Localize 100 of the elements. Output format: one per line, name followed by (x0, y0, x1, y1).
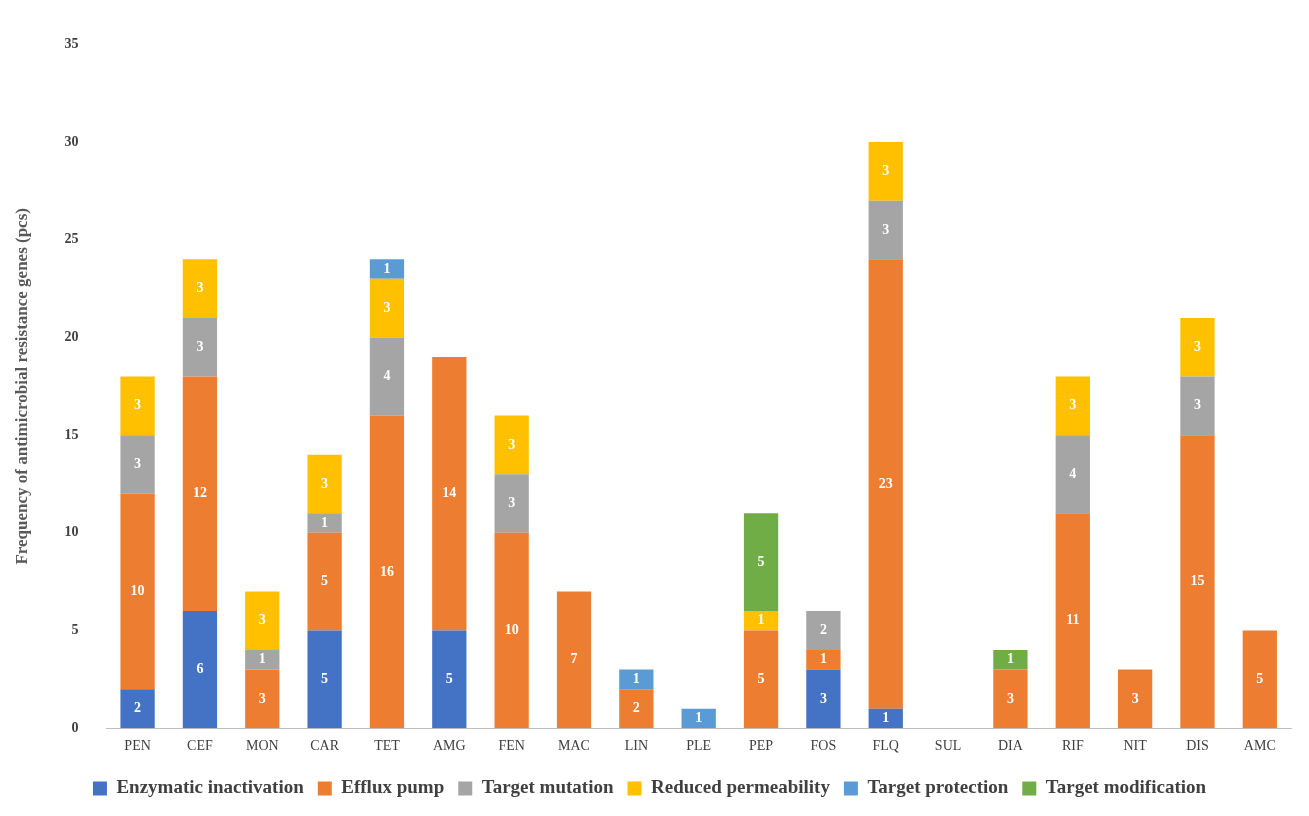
data-label: 12 (192, 485, 207, 501)
y-tick-label: 30 (64, 133, 79, 149)
x-tick-label: LIN (624, 738, 649, 754)
y-tick-label: 10 (64, 524, 79, 540)
bar (494, 415, 529, 475)
bar (494, 474, 529, 533)
x-tick-label: PEP (748, 738, 774, 754)
data-label: 1 (882, 710, 890, 726)
data-label: 3 (882, 163, 890, 178)
legend-label: Efflux pump (341, 776, 445, 798)
data-label: 10 (504, 622, 519, 638)
data-label: 2 (134, 700, 142, 716)
legend-label: Target modification (1045, 776, 1207, 798)
data-label: 3 (196, 280, 204, 296)
bar (182, 610, 218, 729)
data-label: 4 (383, 368, 391, 384)
data-label: 5 (757, 670, 765, 686)
bar (556, 591, 592, 729)
x-tick-label: MAC (558, 738, 590, 754)
bar (369, 278, 405, 338)
bar (1242, 630, 1277, 729)
bar (868, 200, 903, 260)
bar (120, 435, 155, 494)
bar (307, 630, 342, 729)
x-tick-label: RIF (1061, 738, 1084, 754)
y-tick-label: 5 (71, 622, 79, 638)
data-label: 3 (508, 495, 516, 511)
y-tick-label: 35 (64, 36, 79, 52)
data-label: 5 (757, 553, 765, 569)
data-label: 3 (134, 397, 142, 413)
data-label: 1 (695, 710, 703, 726)
data-label: 4 (1069, 465, 1077, 481)
data-label: 10 (130, 583, 145, 599)
bar (1055, 513, 1090, 729)
bar (681, 708, 716, 729)
data-label: 3 (882, 221, 890, 237)
data-label: 23 (878, 475, 893, 491)
bar (432, 630, 467, 729)
x-tick-label: FOS (810, 738, 837, 754)
x-tick-label: CAR (310, 738, 340, 754)
bar (1117, 669, 1153, 729)
bar (182, 259, 218, 318)
x-tick-label: MON (245, 738, 279, 754)
bar (120, 376, 155, 436)
bar (307, 532, 342, 631)
legend-label: Target mutation (481, 776, 614, 798)
data-label: 3 (1069, 397, 1077, 413)
bar (494, 532, 529, 729)
bar (743, 610, 779, 631)
x-tick-label: PEN (124, 738, 151, 754)
data-label: 11 (1066, 612, 1080, 628)
data-label: 16 (379, 563, 394, 579)
x-tick-label: TET (374, 738, 401, 754)
bar (806, 610, 841, 651)
legend-label: Enzymatic inactivation (116, 776, 305, 798)
bar (619, 669, 654, 690)
data-label: 15 (1190, 573, 1205, 589)
x-tick-label: FEN (498, 738, 525, 754)
y-tick-label: 25 (64, 231, 79, 247)
x-tick-label: CEF (187, 738, 213, 754)
data-label: 3 (1193, 338, 1201, 354)
data-label: 2 (632, 700, 640, 716)
data-label: 5 (321, 573, 329, 589)
bar (1180, 317, 1215, 377)
data-label: 3 (1131, 690, 1139, 706)
bar (993, 669, 1028, 729)
bar (1055, 435, 1090, 514)
bar (868, 142, 903, 201)
bar (245, 591, 280, 651)
bar (868, 259, 903, 709)
bar (432, 356, 467, 631)
y-tick-label: 15 (64, 426, 79, 442)
y-tick-label: 0 (71, 719, 79, 735)
bar (806, 650, 841, 670)
bar (993, 650, 1028, 670)
data-label: 1 (1006, 651, 1014, 667)
data-label: 3 (258, 690, 266, 706)
x-tick-label: SUL (934, 738, 962, 754)
legend-label: Reduced permeability (651, 776, 831, 798)
legend-label: Target protection (867, 776, 1009, 798)
bar (806, 669, 841, 729)
data-label: 5 (445, 670, 453, 686)
bar (1055, 376, 1090, 436)
bar (1180, 376, 1215, 436)
bar (369, 415, 405, 729)
bar (307, 513, 342, 533)
y-tick-label: 20 (64, 329, 79, 345)
data-label: 6 (196, 661, 204, 677)
data-label: 7 (570, 651, 578, 667)
bar (120, 493, 155, 690)
data-label: 3 (1006, 690, 1014, 706)
x-tick-label: FLQ (872, 738, 899, 754)
bar (245, 669, 280, 729)
x-tick-label: AMC (1243, 738, 1276, 754)
bar (120, 689, 155, 729)
data-label: 3 (134, 456, 142, 472)
bar (369, 259, 405, 279)
data-label: 14 (442, 485, 457, 501)
data-label: 3 (258, 612, 266, 628)
data-label: 1 (258, 651, 266, 667)
